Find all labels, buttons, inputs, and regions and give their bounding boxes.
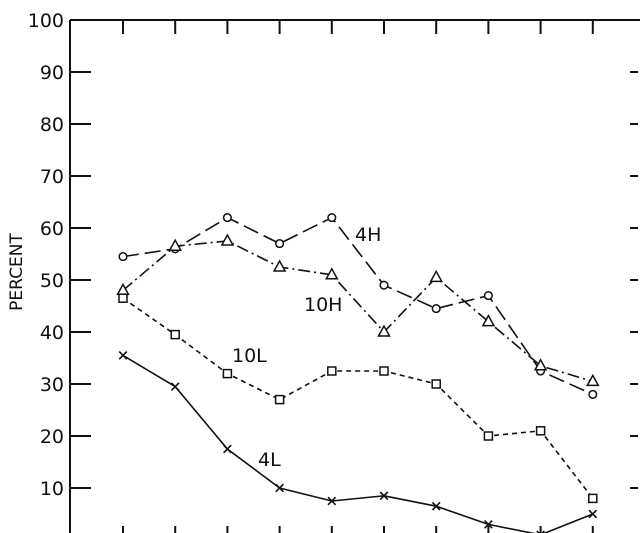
y-tick-label: 50 xyxy=(40,270,64,292)
data-point-10h xyxy=(272,259,287,272)
data-point-4l xyxy=(379,491,389,501)
y-tick-label: 100 xyxy=(28,10,64,32)
data-point-10h xyxy=(168,238,182,251)
data-point-4h xyxy=(431,304,441,314)
data-point-10h xyxy=(586,373,600,387)
series-line-4h xyxy=(122,216,594,396)
data-point-10l xyxy=(379,366,389,376)
y-tick-label: 30 xyxy=(40,374,64,396)
data-point-10l xyxy=(483,431,494,441)
data-point-10h xyxy=(325,267,339,280)
data-point-10h xyxy=(377,324,391,337)
y-axis-title: PERCENT xyxy=(7,233,27,311)
series-line-4l xyxy=(122,354,594,533)
y-tick-label: 90 xyxy=(40,62,64,84)
data-point-10l xyxy=(535,426,546,436)
data-point-10l xyxy=(274,394,285,405)
data-point-4l xyxy=(118,351,128,360)
data-point-4h xyxy=(588,389,598,399)
data-point-4l xyxy=(327,496,337,506)
data-point-10h xyxy=(481,314,496,327)
data-point-4l xyxy=(588,509,598,519)
data-point-4h xyxy=(118,252,128,262)
data-point-4h xyxy=(379,280,389,290)
data-point-10l xyxy=(170,329,180,340)
data-point-10l xyxy=(588,493,598,504)
data-point-10l xyxy=(222,368,233,379)
data-point-4l xyxy=(536,530,545,533)
data-point-4h xyxy=(275,239,285,249)
series-label-10h: 10H xyxy=(304,294,342,316)
data-point-10h xyxy=(533,358,548,371)
series-line-10h xyxy=(122,240,594,383)
y-tick-label: 0 xyxy=(52,530,64,533)
data-point-4h xyxy=(483,291,493,301)
data-point-4l xyxy=(431,501,441,511)
data-point-10h xyxy=(220,233,235,246)
y-axis-ticks: 0 10 20 30 40 50 60 70 80 90 100 xyxy=(28,10,91,533)
data-point-4h xyxy=(222,213,232,223)
data-point-10l xyxy=(118,293,128,303)
data-point-4l xyxy=(484,520,493,529)
x-axis-top-ticks xyxy=(122,20,594,34)
series-line-10l xyxy=(122,297,594,499)
y-tick-label: 40 xyxy=(40,322,64,344)
data-point-10h xyxy=(116,282,130,296)
data-point-10l xyxy=(327,366,337,376)
data-point-10l xyxy=(431,379,441,389)
series-layer xyxy=(116,213,600,533)
data-point-4l xyxy=(223,444,232,454)
data-point-10h xyxy=(429,269,443,283)
y-tick-label: 80 xyxy=(40,114,64,136)
data-point-4l xyxy=(275,483,284,493)
data-point-4h xyxy=(327,213,337,223)
series-label-10l: 10L xyxy=(232,345,267,367)
y-axis-right-ticks xyxy=(630,71,638,489)
x-axis-bottom-ticks xyxy=(122,526,594,533)
y-tick-label: 70 xyxy=(40,166,64,188)
y-tick-label: 60 xyxy=(40,218,64,240)
y-tick-label: 20 xyxy=(40,426,64,448)
y-tick-label: 10 xyxy=(40,478,64,500)
series-label-4h: 4H xyxy=(355,224,381,246)
data-point-4l xyxy=(170,382,180,391)
series-label-4l: 4L xyxy=(258,449,281,471)
